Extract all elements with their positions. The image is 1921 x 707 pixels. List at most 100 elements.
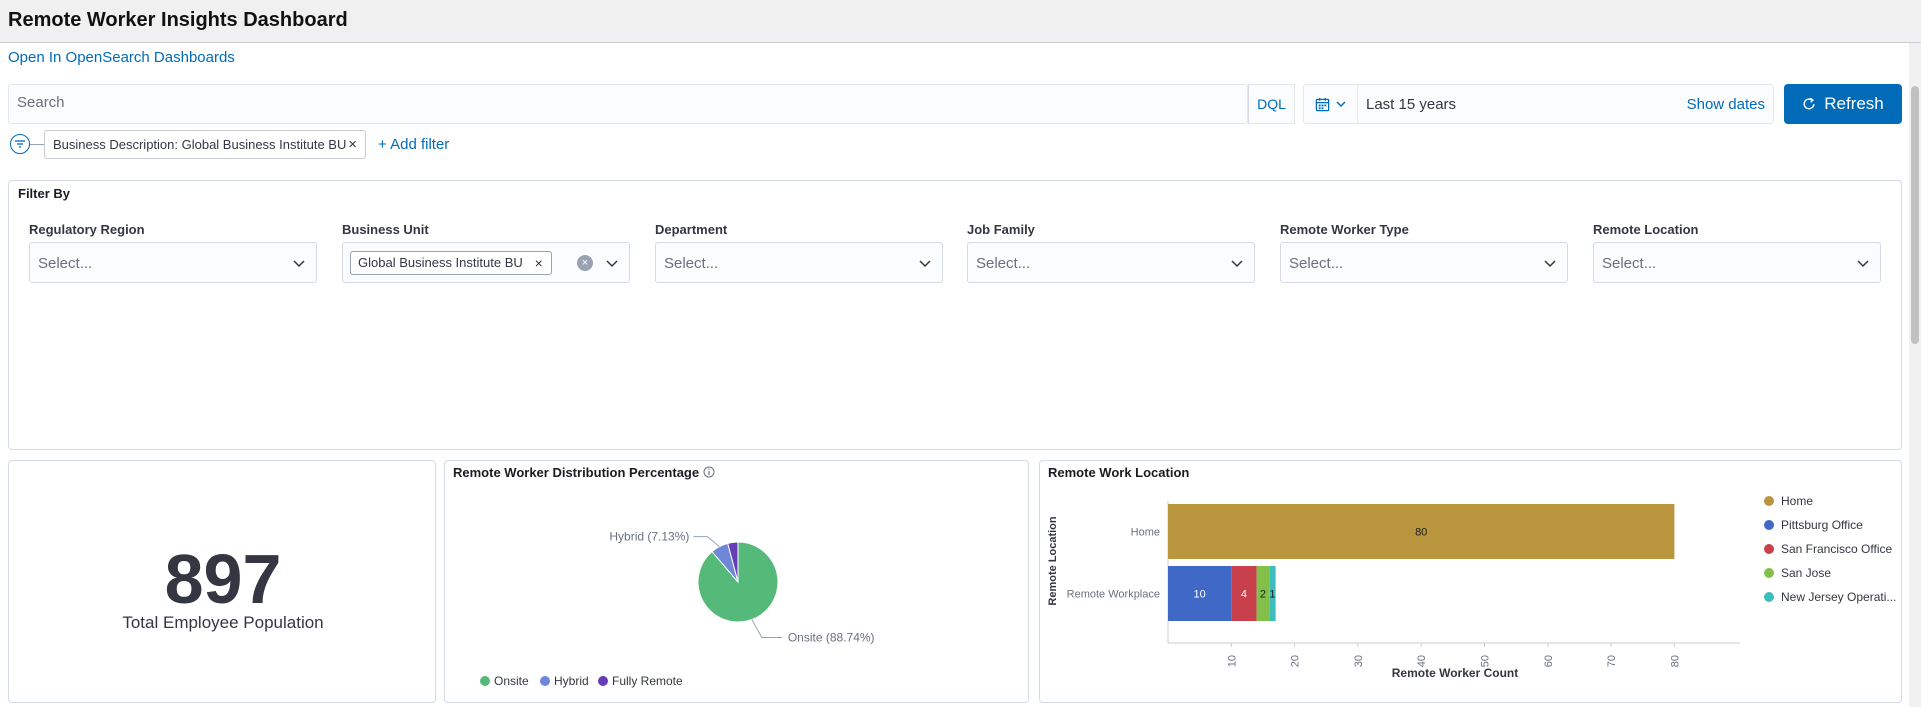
refresh-button[interactable]: Refresh	[1784, 84, 1902, 124]
pie-chart: Onsite (88.74%) Hybrid (7.13%) Onsite Hybri…	[480, 530, 875, 688]
info-icon[interactable]	[703, 466, 715, 478]
legend-label: Onsite	[494, 674, 529, 688]
bar-value-label: 10	[1194, 589, 1206, 601]
x-tick-label: 30	[1353, 655, 1365, 667]
pie-callout-line	[751, 619, 782, 639]
chevron-down-icon	[606, 260, 618, 268]
filter-by-panel: Filter By Regulatory Region Select... Bu…	[8, 180, 1902, 450]
select-placeholder: Select...	[664, 255, 719, 272]
open-in-dashboards-link[interactable]: Open In OpenSearch Dashboards	[8, 49, 235, 66]
panel-title: Filter By	[18, 186, 71, 201]
close-icon[interactable]: ×	[348, 136, 357, 153]
x-tick-label: 80	[1669, 655, 1681, 667]
x-tick-label: 60	[1543, 655, 1555, 667]
page-title: Remote Worker Insights Dashboard	[8, 9, 348, 31]
query-language-button[interactable]: DQL	[1248, 84, 1295, 124]
metric-value: 897	[164, 540, 282, 618]
selected-chip: Global Business Institute BU ×	[350, 251, 552, 275]
chevron-down-icon	[1857, 260, 1869, 268]
category-label: Remote Workplace	[1067, 589, 1160, 601]
legend-label: San Francisco Office	[1781, 542, 1892, 556]
select-placeholder: Select...	[1602, 255, 1657, 272]
chevron-down-icon	[293, 260, 305, 268]
legend-swatch	[598, 676, 608, 686]
x-tick-label: 10	[1226, 655, 1238, 667]
pie-callout-label: Hybrid (7.13%)	[609, 530, 689, 544]
control-label-business-unit: Business Unit	[342, 222, 429, 237]
bar-value-label: 1	[1269, 589, 1275, 601]
calendar-icon	[1315, 97, 1330, 111]
pie-chart-panel: Remote Worker Distribution Percentage On…	[444, 460, 1029, 703]
legend-label: Fully Remote	[612, 674, 683, 688]
legend-swatch	[1764, 568, 1774, 578]
filter-menu-icon[interactable]	[10, 134, 30, 154]
y-axis-title: Remote Location	[1047, 516, 1059, 606]
x-axis-title: Remote Worker Count	[1392, 666, 1518, 680]
legend-label: Pittsburg Office	[1781, 518, 1863, 532]
search-bar[interactable]	[8, 84, 1248, 124]
refresh-icon	[1803, 97, 1815, 110]
control-label-job-family: Job Family	[967, 222, 1035, 237]
remote-worker-type-select[interactable]: Select...	[1280, 242, 1568, 283]
x-tick-label: 20	[1290, 655, 1302, 667]
legend-label: Home	[1781, 494, 1813, 508]
date-range-text[interactable]: Last 15 years	[1366, 96, 1457, 113]
pie-panel-title: Remote Worker Distribution Percentage	[453, 465, 700, 480]
legend-label: San Jose	[1781, 566, 1831, 580]
legend-swatch	[480, 676, 490, 686]
bar-pittsburg-office	[1168, 566, 1232, 621]
control-label-remote-worker-type: Remote Worker Type	[1280, 222, 1409, 237]
chevron-down-icon	[1544, 260, 1556, 268]
filter-pill-label: Business Description: Global Business In…	[53, 137, 347, 152]
legend-swatch	[1764, 520, 1774, 530]
bar-new-jersey-operati-	[1269, 566, 1276, 621]
control-label-remote-location: Remote Location	[1593, 222, 1699, 237]
select-placeholder: Select...	[38, 255, 93, 272]
legend-label: New Jersey Operati...	[1781, 590, 1896, 604]
x-tick-label: 40	[1416, 655, 1428, 667]
chevron-down-icon	[919, 260, 931, 268]
quick-menu-button[interactable]	[1304, 85, 1358, 123]
pie-callout-line	[693, 536, 720, 547]
metric-panel: 897 Total Employee Population	[8, 460, 436, 703]
chevron-down-icon	[1336, 101, 1346, 107]
bar-home	[1168, 504, 1675, 559]
x-tick-label: 70	[1606, 655, 1618, 667]
remote-location-select[interactable]: Select...	[1593, 242, 1881, 283]
bar-chart-panel: Remote Work Location Home Remote Workplac…	[1039, 460, 1902, 703]
legend-swatch	[1764, 496, 1774, 506]
select-placeholder: Select...	[976, 255, 1031, 272]
show-dates-link[interactable]: Show dates	[1686, 96, 1765, 113]
filter-connector	[30, 144, 44, 145]
x-tick-label: 50	[1480, 655, 1492, 667]
department-select[interactable]: Select...	[655, 242, 943, 283]
legend-swatch	[540, 676, 550, 686]
panel-title: Remote Worker Distribution Percentage	[453, 465, 715, 480]
bar-san-jose	[1256, 566, 1270, 621]
bar-value-label: 2	[1260, 589, 1266, 601]
job-family-select[interactable]: Select...	[967, 242, 1255, 283]
legend-swatch	[1764, 592, 1774, 602]
bar-chart: Home Remote Workplace 80 10 4 2 1 10 20 30 40 50 60 7…	[1047, 494, 1896, 680]
scrollbar-thumb[interactable]	[1911, 86, 1919, 344]
clear-icon[interactable]: ×	[577, 255, 593, 271]
filter-pill[interactable]: Business Description: Global Business In…	[44, 130, 366, 159]
business-unit-select[interactable]: Global Business Institute BU × ×	[342, 242, 630, 283]
dashboard-header: Remote Worker Insights Dashboard	[0, 0, 1921, 43]
legend-label: Hybrid	[554, 674, 589, 688]
regulatory-region-select[interactable]: Select...	[29, 242, 317, 283]
refresh-label: Refresh	[1824, 94, 1884, 113]
control-label-regulatory-region: Regulatory Region	[29, 222, 145, 237]
filter-icon	[15, 140, 25, 148]
bar-value-label: 4	[1241, 589, 1247, 601]
metric-label: Total Employee Population	[122, 613, 324, 632]
bar-value-label: 80	[1415, 527, 1427, 539]
close-icon[interactable]: ×	[534, 255, 543, 271]
date-picker[interactable]: Last 15 years Show dates	[1303, 84, 1774, 124]
bar-san-francisco-office	[1231, 566, 1257, 621]
chevron-down-icon	[1231, 260, 1243, 268]
add-filter-button[interactable]: + Add filter	[378, 136, 450, 153]
search-input[interactable]	[17, 94, 1217, 111]
pie-callout-label: Onsite (88.74%)	[788, 631, 875, 645]
pie-slice-fully-remote	[727, 541, 739, 583]
